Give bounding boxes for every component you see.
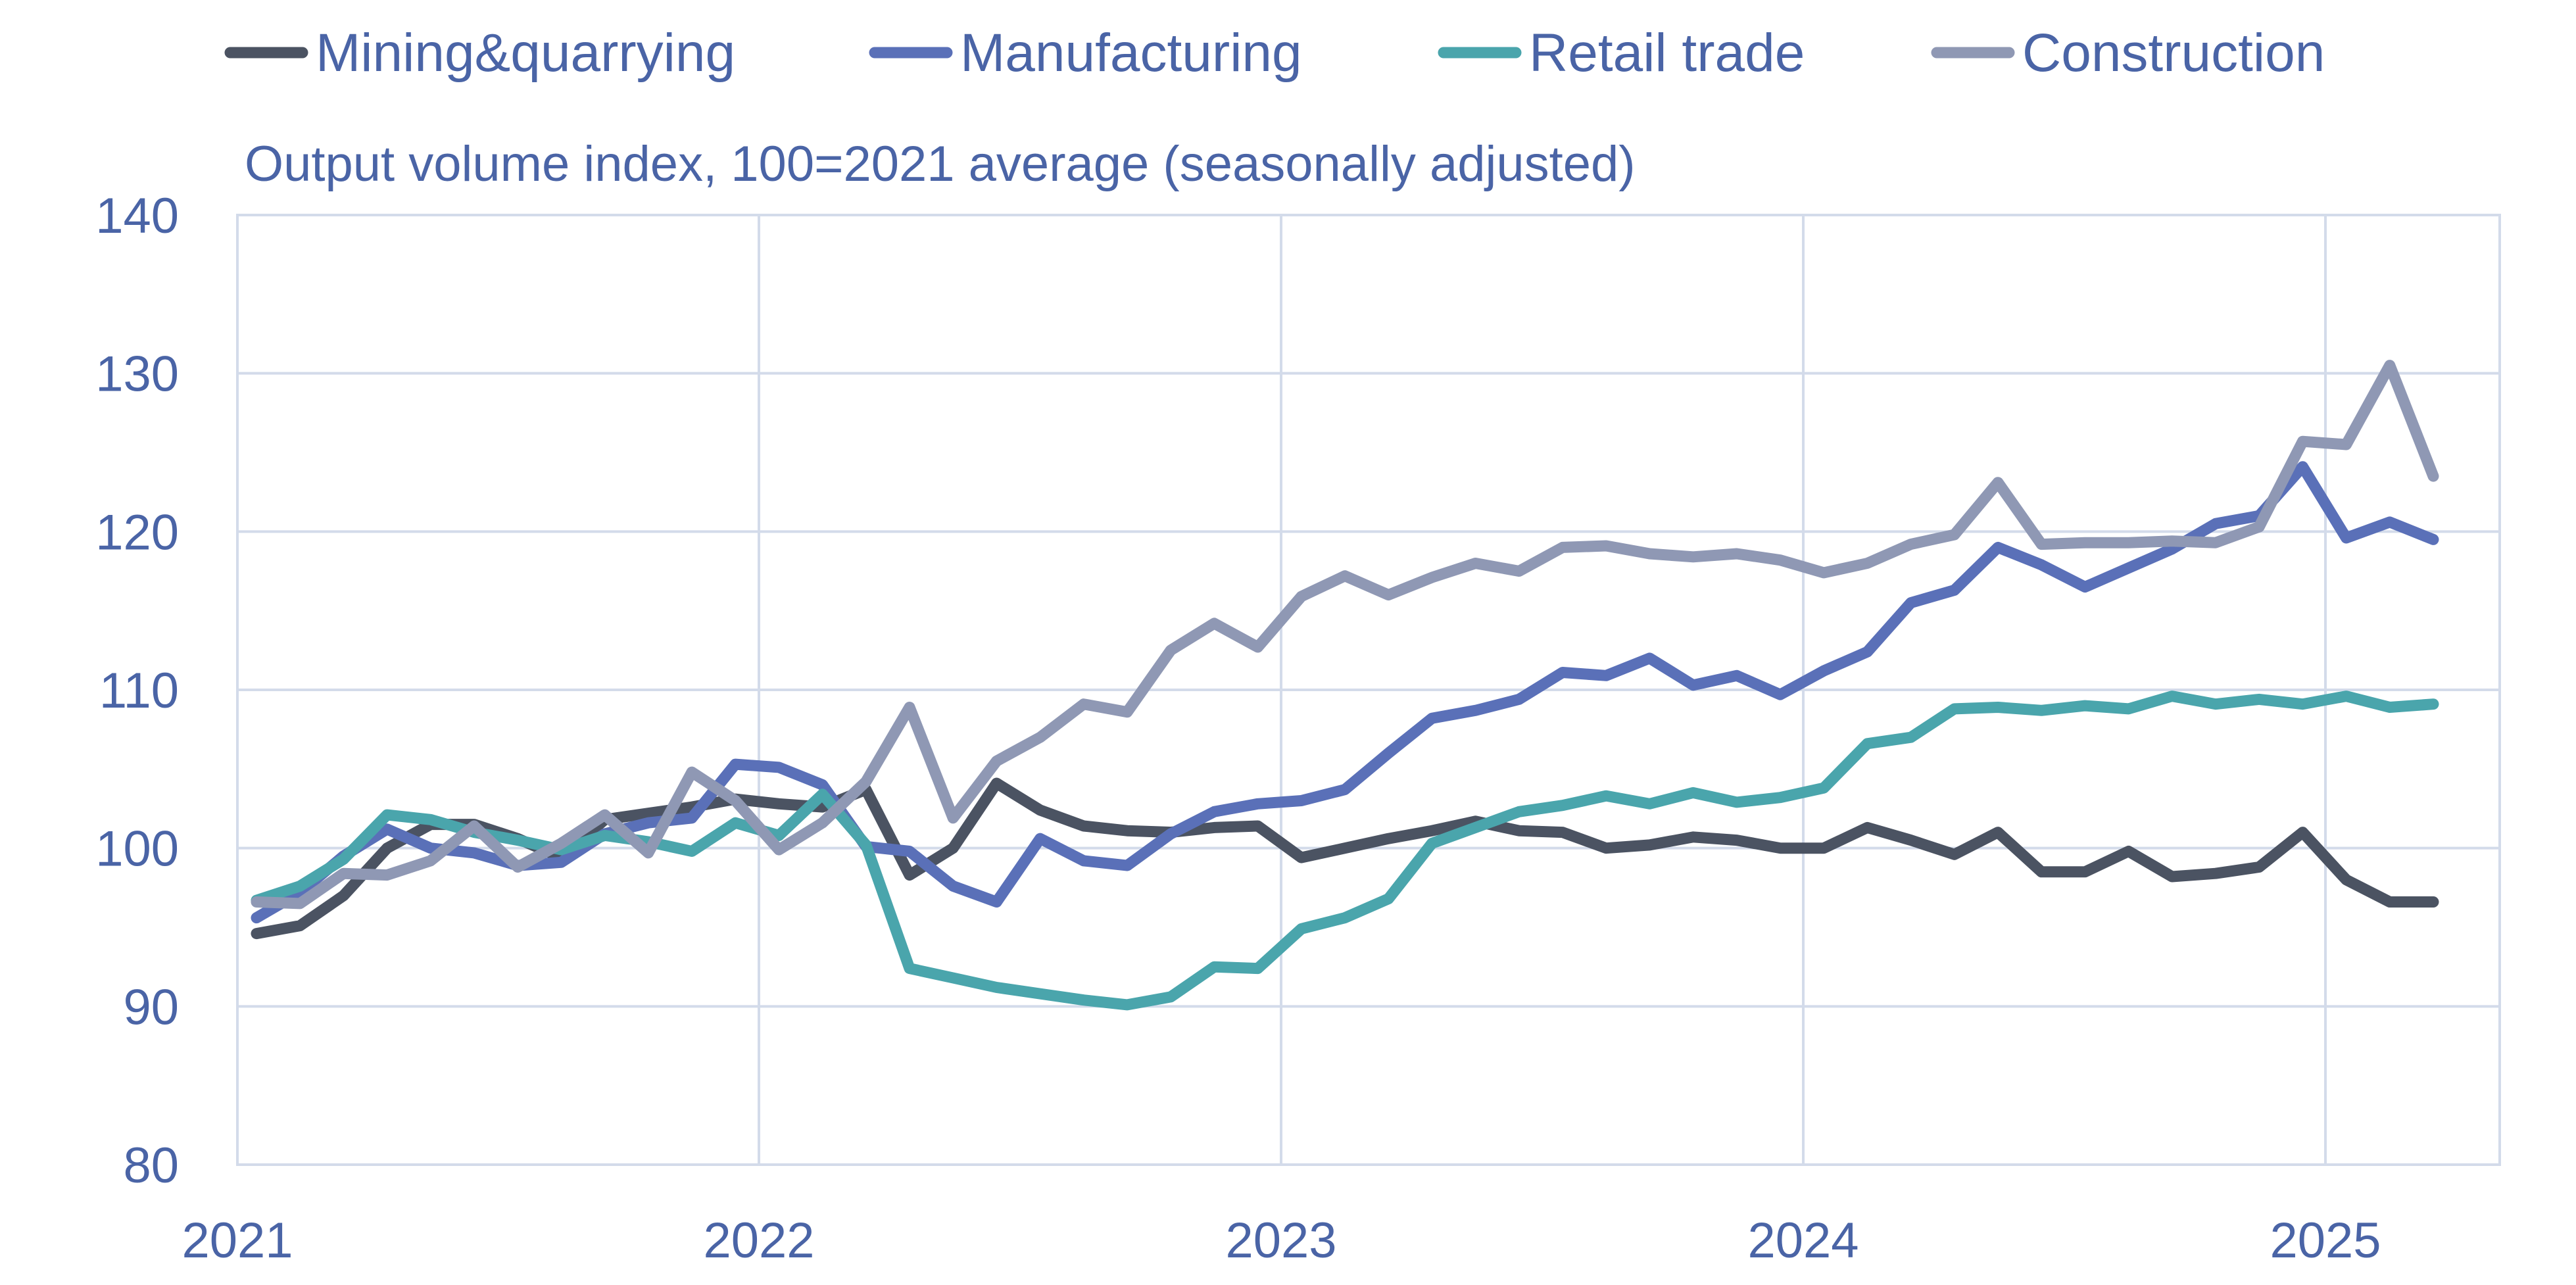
y-tick-label: 90 — [123, 979, 179, 1035]
x-tick-label: 2023 — [1225, 1213, 1336, 1269]
series-line-retail-trade — [251, 691, 2439, 1011]
y-tick-label: 120 — [95, 504, 179, 560]
x-tick-label: 2022 — [703, 1213, 814, 1269]
series-line-mining-quarrying — [251, 777, 2439, 940]
plot-frame — [236, 214, 2501, 1166]
series-line-construction — [251, 360, 2439, 909]
series-lines — [251, 360, 2439, 1011]
legend-label: Mining&quarrying — [316, 23, 735, 83]
chart-subtitle: Output volume index, 100=2021 average (s… — [245, 136, 1636, 192]
x-tick-label: 2021 — [182, 1213, 293, 1269]
y-tick-label: 80 — [123, 1138, 179, 1194]
x-tick-label: 2024 — [1747, 1213, 1859, 1269]
x-tick-label: 2025 — [2270, 1213, 2381, 1269]
legend: Mining&quarrying Manufacturing Retail trad… — [224, 23, 2325, 83]
y-tick-label: 130 — [95, 347, 179, 402]
legend-label: Construction — [2022, 23, 2325, 83]
y-tick-label: 100 — [95, 821, 179, 877]
x-axis: 2021 2022 2023 2024 2025 — [182, 1213, 2381, 1269]
gridlines — [237, 214, 2500, 1166]
y-axis: 80 90 100 110 120 130 140 — [95, 188, 179, 1194]
legend-label: Manufacturing — [960, 23, 1302, 83]
legend-label: Retail trade — [1529, 23, 1805, 83]
y-tick-label: 140 — [95, 188, 179, 244]
y-tick-label: 110 — [99, 663, 179, 719]
